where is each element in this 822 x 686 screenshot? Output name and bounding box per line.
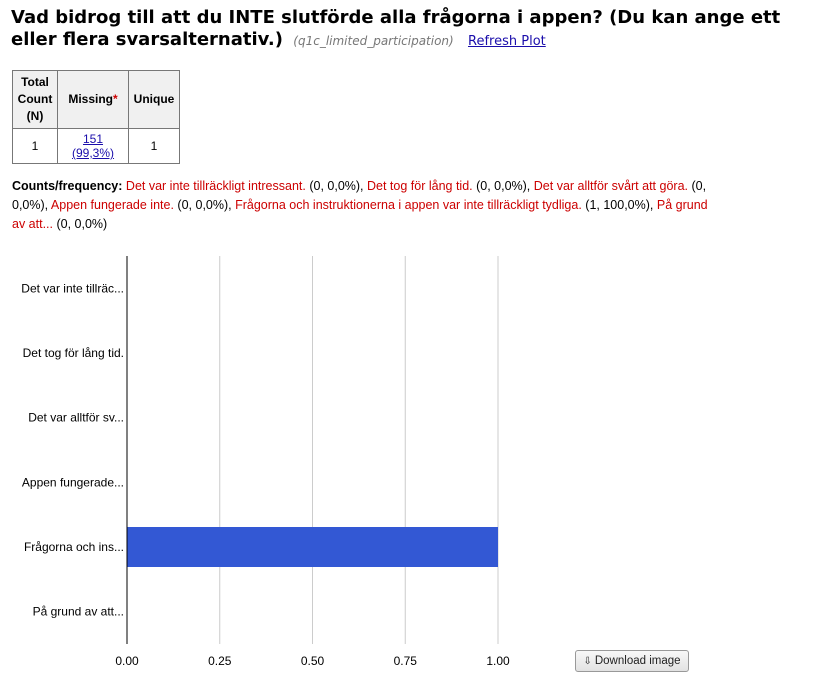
y-tick-label: Frågorna och ins... [24, 540, 124, 554]
count-item: Det var alltför svårt att göra. (0, 0,0%… [12, 179, 707, 212]
counts-label: Counts/frequency: [12, 179, 123, 193]
x-tick-label: 0.50 [301, 654, 325, 668]
header-missing: Missing* [57, 70, 129, 129]
refresh-plot-link[interactable]: Refresh Plot [468, 34, 546, 49]
download-image-button[interactable]: ⇩ Download image [575, 650, 689, 672]
cell-total-count: 1 [12, 128, 58, 164]
cell-unique: 1 [128, 128, 180, 164]
x-tick-label: 0.75 [394, 654, 418, 668]
bar [127, 527, 498, 567]
header-unique: Unique [128, 70, 180, 129]
variable-name: (q1c_limited_participation) [293, 34, 454, 48]
count-item: Det var inte tillräckligt intressant. (0… [125, 179, 367, 193]
y-tick-label: Appen fungerade... [22, 475, 124, 489]
page-title: Vad bidrog till att du INTE slutförde al… [11, 7, 816, 53]
missing-link[interactable]: 151 (99,3%) [71, 132, 115, 160]
header-total-count: Total Count (N) [12, 70, 58, 129]
counts-frequency: Counts/frequency: Det var inte tillräckl… [12, 177, 722, 234]
count-item: Appen fungerade inte. (0, 0,0%), [50, 198, 236, 212]
x-tick-label: 0.25 [208, 654, 232, 668]
y-tick-label: Det var alltför sv... [28, 411, 124, 425]
y-tick-label: På grund av att... [33, 605, 124, 619]
x-tick-label: 1.00 [486, 654, 510, 668]
question-title: Vad bidrog till att du INTE slutförde al… [11, 7, 781, 50]
y-tick-label: Det tog för lång tid. [23, 346, 124, 360]
y-tick-label: Det var inte tillräc... [21, 281, 124, 295]
count-item: Det tog för lång tid. (0, 0,0%), [367, 179, 534, 193]
count-item: På grund av att... (0, 0,0%) [12, 198, 708, 231]
missing-marker: * [113, 92, 118, 106]
x-tick-label: 0.00 [115, 654, 139, 668]
bar-chart: Det var inte tillräc... Det tog för lång … [21, 256, 510, 668]
download-icon: ⇩ [583, 655, 592, 667]
cell-missing: 151 (99,3%) [57, 128, 129, 164]
download-label: Download image [594, 655, 681, 667]
count-item: Frågorna och instruktionerna i appen var… [235, 198, 657, 212]
stats-table: Total Count (N) Missing* Unique 1 151 (9… [12, 70, 180, 164]
